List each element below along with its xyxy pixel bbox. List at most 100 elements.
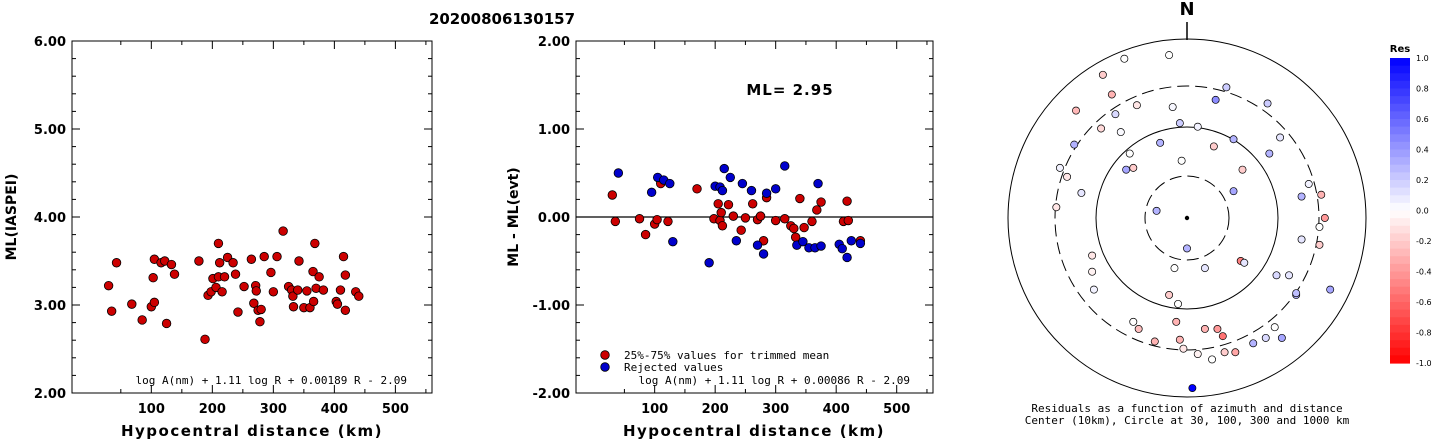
trimmed-point: [816, 197, 826, 207]
x-tick-label: 300: [762, 402, 789, 417]
data-point: [213, 238, 224, 249]
x-axis-label: Hypocentral distance (km): [121, 422, 383, 440]
colorbar-cell: [1390, 58, 1410, 67]
station-residual-point: [1265, 149, 1274, 158]
station-residual-point: [1213, 325, 1222, 333]
station-residual-point: [1175, 335, 1184, 344]
data-point: [137, 315, 147, 325]
colorbar-cell: [1390, 263, 1410, 273]
colorbar-cell: [1390, 332, 1410, 341]
station-residual-point: [1276, 133, 1285, 142]
station-residual-point: [1177, 156, 1186, 165]
data-point: [127, 299, 137, 309]
trimmed-point: [740, 213, 751, 223]
station-residual-point: [1231, 348, 1240, 357]
colorbar-cell: [1390, 279, 1410, 288]
station-residual-point: [1315, 240, 1324, 249]
trimmed-point: [610, 216, 621, 227]
trimmed-point: [713, 199, 723, 209]
data-point: [302, 286, 312, 296]
station-residual-point: [1193, 122, 1202, 131]
station-residual-point: [1320, 214, 1329, 222]
y-tick-label: -1.00: [533, 299, 570, 314]
panel-ml-vs-distance: 2.00 3.00 4.00 5.00 6.00 100 200 300 400 500 ML(…: [4, 35, 433, 440]
station-residual-point: [1208, 355, 1217, 364]
legend-marker-rejected: [600, 362, 610, 372]
station-residual-point: [1229, 135, 1238, 144]
colorbar-cell: [1390, 324, 1410, 334]
rejected-point: [761, 188, 772, 198]
colorbar: Res 1.0 0.8 0.6 0.4 0.2 0.0 -0.2 -0.4 -0.6 -0.8 -1…: [1390, 44, 1432, 368]
data-point: [166, 259, 177, 270]
rejected-point: [704, 258, 714, 268]
station-residual-point: [1134, 325, 1143, 333]
y-tick-label: 2.00: [34, 387, 66, 402]
x-tick-label: 400: [321, 402, 348, 417]
station-residual-point: [1292, 289, 1301, 298]
trimmed-point: [717, 221, 728, 231]
station-residual-point: [1172, 317, 1181, 326]
trimmed-point: [795, 193, 805, 204]
data-point: [169, 269, 180, 279]
data-point: [354, 291, 364, 301]
data-point: [246, 254, 257, 264]
ring-30km: [1144, 175, 1230, 261]
legend-label-trimmed: 25%-75% values for trimmed mean: [624, 349, 829, 362]
colorbar-cell: [1390, 103, 1410, 112]
data-point: [266, 267, 276, 278]
x-tick-label: 100: [641, 402, 668, 417]
colorbar-tick-label: 0.4: [1416, 146, 1429, 155]
data-point: [308, 266, 318, 277]
y-tick-label: 2.00: [538, 35, 570, 50]
panel-residual-map: N Residuals as a function of azimuth and…: [1007, 0, 1367, 427]
data-point: [106, 306, 117, 316]
colorbar-tick-label: 1.0: [1416, 54, 1429, 63]
colorbar-cell: [1390, 355, 1410, 364]
trimmed-point: [736, 225, 746, 235]
data-point: [194, 256, 204, 266]
colorbar-cell: [1390, 134, 1410, 143]
station-residual-point: [1209, 142, 1218, 151]
station-residual-point: [1129, 163, 1138, 172]
x-tick-label: 400: [823, 402, 850, 417]
colorbar-cell: [1390, 164, 1410, 173]
data-point: [288, 302, 299, 312]
trimmed-point: [747, 199, 758, 209]
x-tick-label: 500: [883, 402, 910, 417]
colorbar-cell: [1390, 111, 1410, 120]
colorbar-cell: [1390, 157, 1410, 166]
x-tick-label: 300: [260, 402, 287, 417]
station-residual-point: [1285, 271, 1293, 280]
station-residual-point: [1107, 90, 1116, 99]
trimmed-point: [755, 211, 766, 221]
x-tick-label: 500: [382, 402, 409, 417]
y-axis-label: ML(IASPEI): [4, 174, 20, 261]
rejected-point: [816, 241, 826, 251]
rejected-point: [746, 185, 757, 196]
colorbar-tick-label: 0.0: [1416, 207, 1429, 216]
colorbar-cell: [1390, 225, 1410, 234]
colorbar-cell: [1390, 233, 1410, 242]
rejected-point: [731, 236, 742, 246]
colorbar-cell: [1390, 149, 1410, 158]
station-residual-point: [1168, 103, 1177, 111]
station-residual-point: [1122, 165, 1131, 174]
station-residual-point: [1229, 187, 1238, 196]
station-residual-point: [1326, 285, 1335, 294]
trimmed-point: [807, 216, 817, 227]
colorbar-cell: [1390, 309, 1410, 318]
station-residual-point: [1111, 110, 1120, 119]
data-point: [148, 273, 158, 283]
colorbar-cell: [1390, 248, 1410, 257]
data-point: [310, 238, 320, 249]
trimmed-point: [607, 190, 618, 200]
colorbar-cell: [1390, 73, 1410, 82]
station-residual-point: [1220, 348, 1229, 357]
colorbar-tick-label: -0.8: [1416, 329, 1432, 338]
data-point: [161, 318, 172, 329]
rejected-point: [665, 178, 675, 189]
station-residual-point: [1156, 138, 1165, 147]
station-residual-point: [1165, 51, 1174, 60]
rejected-point: [752, 240, 763, 250]
